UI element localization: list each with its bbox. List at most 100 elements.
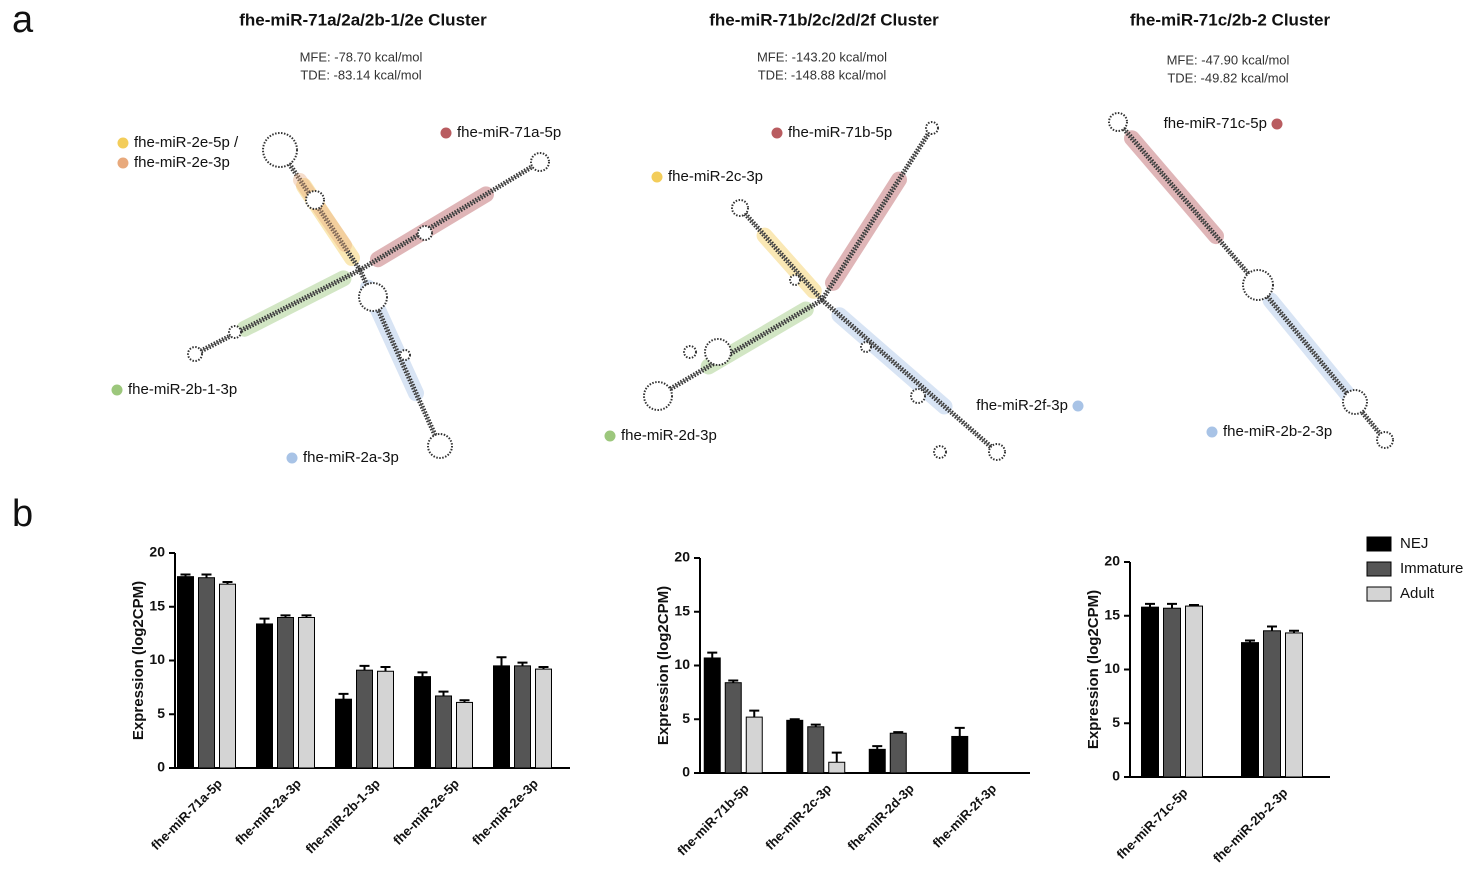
tde-label: TDE: -148.88 kcal/mol — [758, 67, 887, 82]
error-bar — [339, 694, 349, 699]
hairpin-backbone — [822, 300, 997, 452]
bar — [457, 702, 473, 768]
bar — [436, 696, 452, 768]
hairpin-backbone — [1118, 122, 1258, 285]
mirna-dot — [652, 172, 663, 183]
hairpin-loop — [306, 191, 324, 209]
bar — [952, 736, 968, 773]
hairpin-loop — [790, 275, 800, 285]
hairpin-loop — [911, 389, 925, 403]
cluster-title: fhe-miR-71c/2b-2 Cluster — [1130, 10, 1331, 29]
hairpin-loop — [989, 444, 1005, 460]
hairpin-backbone — [740, 208, 822, 300]
bar — [1286, 633, 1303, 777]
mfe-label: MFE: -47.90 kcal/mol — [1167, 52, 1290, 67]
bar — [378, 671, 394, 768]
bar — [787, 720, 803, 773]
mirna-label: fhe-miR-2e-5p / — [134, 134, 239, 151]
error-bar — [893, 732, 903, 733]
bar — [178, 577, 194, 768]
hairpin-backbone — [822, 128, 932, 300]
mirna-dot — [772, 128, 783, 139]
bar — [1264, 631, 1281, 777]
legend-label: Immature — [1400, 560, 1463, 577]
error-bar — [749, 711, 759, 717]
hairpin-loop — [644, 382, 672, 410]
hairpin-loop — [1243, 270, 1273, 300]
bar — [415, 677, 431, 768]
hairpin-loop — [861, 342, 871, 352]
bar — [808, 727, 824, 773]
error-bar — [260, 619, 270, 624]
y-tick-label: 0 — [1112, 768, 1120, 784]
mirna-dot — [118, 138, 129, 149]
x-tick-label: fhe-miR-2e-3p — [469, 776, 541, 848]
error-bar — [707, 653, 717, 658]
legend-swatch — [1367, 537, 1391, 551]
hairpin-loop — [705, 339, 731, 365]
hairpin-loop — [531, 153, 549, 171]
hairpin-backbone — [660, 300, 822, 395]
mirna-dot — [1073, 401, 1084, 412]
y-tick-label: 5 — [682, 710, 690, 726]
bar — [220, 584, 236, 768]
hairpin-loop — [400, 350, 410, 360]
legend-label: NEJ — [1400, 535, 1428, 552]
bar — [494, 666, 510, 768]
mirna-label: fhe-miR-2d-3p — [621, 427, 717, 444]
hairpin-loop — [428, 434, 452, 458]
error-bar — [418, 672, 428, 676]
bar — [199, 578, 215, 768]
y-axis-label: Expression (log2CPM) — [130, 581, 147, 740]
y-axis-label: Expression (log2CPM) — [1085, 590, 1102, 749]
hairpin-loop — [684, 346, 696, 358]
mirna-label: fhe-miR-2b-2-3p — [1223, 423, 1332, 440]
panel-label: b — [12, 493, 33, 535]
y-axis-label: Expression (log2CPM) — [655, 586, 672, 745]
error-bar — [1267, 627, 1277, 631]
hairpin-loop — [359, 283, 387, 311]
error-bar — [1167, 604, 1177, 608]
tde-label: TDE: -83.14 kcal/mol — [300, 67, 421, 82]
mirna-label: fhe-miR-71a-5p — [457, 124, 561, 141]
error-bar — [955, 728, 965, 737]
error-bar — [381, 667, 391, 671]
hairpin-backbone — [360, 162, 540, 270]
cluster-title: fhe-miR-71b/2c/2d/2f Cluster — [709, 10, 939, 29]
bar — [890, 733, 906, 773]
hairpin-loop — [1343, 390, 1367, 414]
bar — [299, 618, 315, 769]
bar — [536, 669, 552, 768]
mirna-label: fhe-miR-2a-3p — [303, 449, 399, 466]
tde-label: TDE: -49.82 kcal/mol — [1167, 70, 1288, 85]
y-tick-label: 10 — [1104, 660, 1120, 676]
bar — [357, 670, 373, 768]
x-tick-label: fhe-miR-2b-2-3p — [1210, 785, 1291, 866]
hairpin-loop — [732, 200, 748, 216]
figure: a b fhe-miR-71a/2a/2b-1/2e ClusterMFE: -… — [0, 0, 1470, 886]
mirna-dot — [287, 453, 298, 464]
y-tick-label: 10 — [149, 651, 165, 667]
y-tick-label: 0 — [157, 759, 165, 775]
hairpin-loop — [1109, 113, 1127, 131]
legend-swatch — [1367, 587, 1391, 601]
x-tick-label: fhe-miR-2e-5p — [390, 776, 462, 848]
x-tick-label: fhe-miR-71b-5p — [674, 781, 752, 859]
hairpin-loop — [926, 122, 938, 134]
y-tick-label: 10 — [674, 656, 690, 672]
bar — [704, 658, 720, 773]
bar — [336, 699, 352, 768]
mirna-label: fhe-miR-2b-1-3p — [128, 381, 237, 398]
mirna-dot — [1272, 119, 1283, 130]
mirna-label: fhe-miR-71b-5p — [788, 124, 892, 141]
bar — [1242, 643, 1259, 777]
y-tick-label: 0 — [682, 764, 690, 780]
error-bar — [790, 719, 800, 720]
hairpin-loop — [188, 347, 202, 361]
bar — [725, 683, 741, 773]
mfe-label: MFE: -78.70 kcal/mol — [300, 49, 423, 64]
hairpin-loop — [263, 133, 297, 167]
hairpin-loop — [1377, 432, 1393, 448]
legend-label: Adult — [1400, 585, 1435, 602]
hairpin-loop — [229, 326, 241, 338]
